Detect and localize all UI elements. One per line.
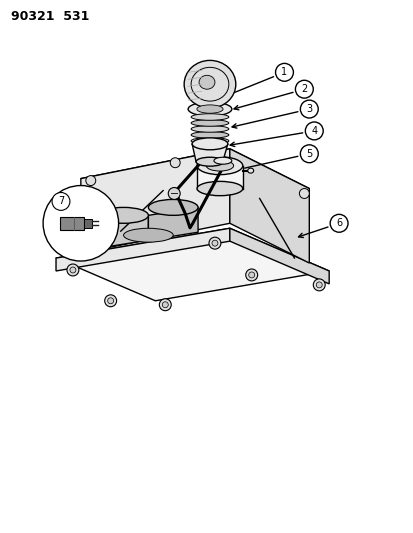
Ellipse shape bbox=[199, 75, 214, 89]
Circle shape bbox=[162, 302, 168, 308]
Ellipse shape bbox=[191, 114, 228, 120]
Circle shape bbox=[299, 189, 309, 198]
Polygon shape bbox=[56, 228, 229, 271]
Text: 2: 2 bbox=[301, 84, 307, 94]
Circle shape bbox=[209, 237, 221, 249]
Ellipse shape bbox=[196, 157, 223, 166]
Bar bbox=[83, 219, 92, 228]
Circle shape bbox=[67, 264, 78, 276]
Ellipse shape bbox=[191, 132, 228, 138]
Polygon shape bbox=[229, 149, 309, 263]
Ellipse shape bbox=[197, 181, 242, 196]
Circle shape bbox=[211, 240, 217, 246]
Text: 3: 3 bbox=[306, 104, 312, 114]
Ellipse shape bbox=[197, 105, 223, 113]
Ellipse shape bbox=[184, 60, 235, 108]
Bar bbox=[60, 217, 83, 230]
Circle shape bbox=[248, 272, 254, 278]
Circle shape bbox=[168, 188, 180, 199]
Ellipse shape bbox=[148, 199, 197, 215]
Text: 4: 4 bbox=[311, 126, 317, 136]
Ellipse shape bbox=[247, 168, 253, 173]
Circle shape bbox=[300, 145, 318, 163]
Polygon shape bbox=[192, 144, 227, 161]
Text: 6: 6 bbox=[335, 219, 341, 228]
Ellipse shape bbox=[191, 120, 228, 126]
Ellipse shape bbox=[214, 157, 231, 164]
Text: 1: 1 bbox=[281, 67, 287, 77]
Circle shape bbox=[245, 269, 257, 281]
Ellipse shape bbox=[98, 207, 148, 223]
Polygon shape bbox=[148, 207, 197, 240]
Circle shape bbox=[107, 298, 113, 304]
Polygon shape bbox=[229, 228, 328, 284]
Circle shape bbox=[305, 122, 323, 140]
Ellipse shape bbox=[206, 160, 233, 171]
Circle shape bbox=[85, 175, 95, 185]
Text: 7: 7 bbox=[58, 197, 64, 206]
Polygon shape bbox=[81, 149, 229, 253]
Circle shape bbox=[275, 63, 293, 81]
Circle shape bbox=[316, 282, 321, 288]
Circle shape bbox=[52, 192, 70, 211]
Circle shape bbox=[295, 80, 313, 98]
Circle shape bbox=[300, 100, 318, 118]
Ellipse shape bbox=[192, 138, 227, 150]
Circle shape bbox=[43, 185, 118, 261]
Polygon shape bbox=[81, 149, 309, 219]
Circle shape bbox=[159, 299, 171, 311]
Circle shape bbox=[330, 214, 347, 232]
Polygon shape bbox=[98, 215, 148, 248]
Ellipse shape bbox=[191, 126, 228, 132]
Text: 90321  531: 90321 531 bbox=[11, 10, 90, 23]
Polygon shape bbox=[56, 228, 328, 301]
Circle shape bbox=[70, 267, 76, 273]
Circle shape bbox=[104, 295, 116, 306]
Ellipse shape bbox=[188, 102, 231, 116]
Circle shape bbox=[313, 279, 325, 291]
Ellipse shape bbox=[123, 228, 173, 242]
Circle shape bbox=[170, 158, 180, 168]
Text: 5: 5 bbox=[306, 149, 312, 159]
Ellipse shape bbox=[191, 138, 228, 144]
Ellipse shape bbox=[197, 157, 242, 175]
